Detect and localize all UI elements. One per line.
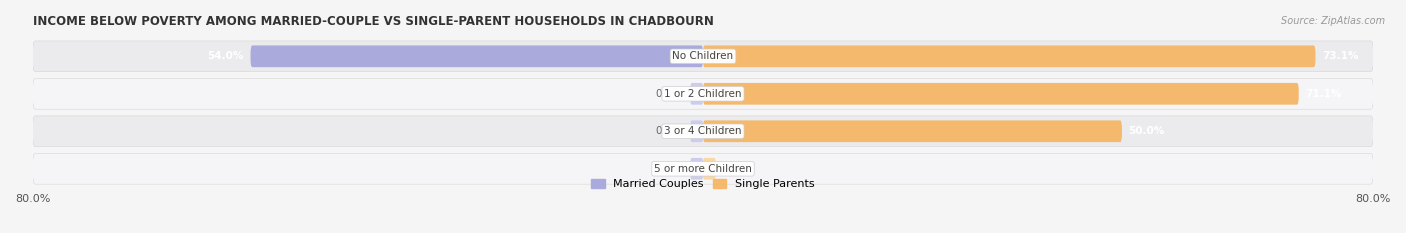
FancyBboxPatch shape xyxy=(703,120,1122,142)
Text: 0.0%: 0.0% xyxy=(724,164,751,174)
Text: 73.1%: 73.1% xyxy=(1322,51,1358,61)
Text: 71.1%: 71.1% xyxy=(1305,89,1341,99)
Text: 54.0%: 54.0% xyxy=(208,51,243,61)
FancyBboxPatch shape xyxy=(703,45,1316,67)
Text: No Children: No Children xyxy=(672,51,734,61)
FancyBboxPatch shape xyxy=(690,158,703,180)
FancyBboxPatch shape xyxy=(32,79,1374,109)
Legend: Married Couples, Single Parents: Married Couples, Single Parents xyxy=(586,175,820,194)
FancyBboxPatch shape xyxy=(690,120,703,142)
FancyBboxPatch shape xyxy=(32,116,1374,147)
Text: 0.0%: 0.0% xyxy=(655,126,682,136)
Text: INCOME BELOW POVERTY AMONG MARRIED-COUPLE VS SINGLE-PARENT HOUSEHOLDS IN CHADBOU: INCOME BELOW POVERTY AMONG MARRIED-COUPL… xyxy=(32,15,714,28)
FancyBboxPatch shape xyxy=(703,83,1299,105)
Text: 50.0%: 50.0% xyxy=(1129,126,1166,136)
FancyBboxPatch shape xyxy=(703,158,716,180)
FancyBboxPatch shape xyxy=(690,83,703,105)
FancyBboxPatch shape xyxy=(32,153,1374,184)
Text: 0.0%: 0.0% xyxy=(655,164,682,174)
Text: Source: ZipAtlas.com: Source: ZipAtlas.com xyxy=(1281,16,1385,26)
Text: 0.0%: 0.0% xyxy=(655,89,682,99)
FancyBboxPatch shape xyxy=(250,45,703,67)
Text: 5 or more Children: 5 or more Children xyxy=(654,164,752,174)
FancyBboxPatch shape xyxy=(32,41,1374,72)
Text: 3 or 4 Children: 3 or 4 Children xyxy=(664,126,742,136)
Text: 1 or 2 Children: 1 or 2 Children xyxy=(664,89,742,99)
